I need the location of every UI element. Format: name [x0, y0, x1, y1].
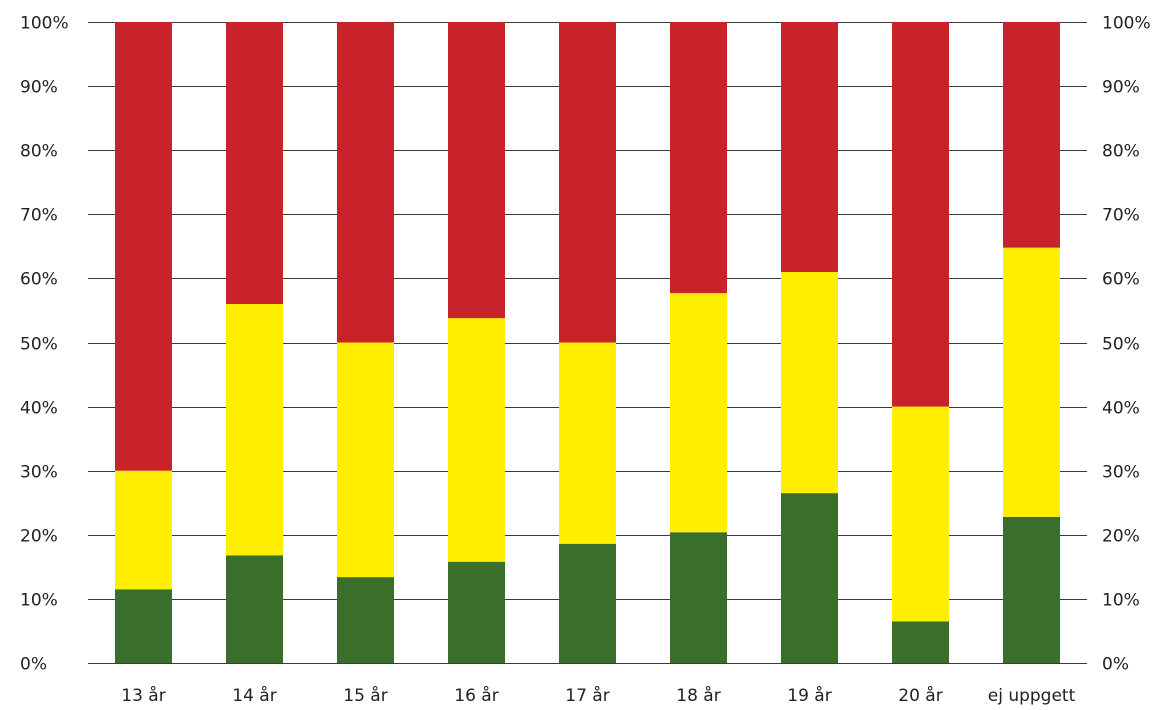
bar-segment: [559, 342, 616, 544]
bar-segment: [226, 22, 283, 305]
bar-segment: [115, 470, 172, 590]
x-tick-label: 15 år: [343, 685, 387, 706]
y-tick-label-left: 40%: [20, 399, 58, 419]
x-tick-label: 20 år: [898, 685, 942, 706]
x-tick-label: 18 år: [676, 685, 720, 706]
y-tick-label-left: 100%: [20, 14, 69, 34]
bar-segment: [781, 271, 838, 494]
y-tick-label-right: 100%: [1102, 14, 1151, 34]
y-tick-label-left: 50%: [20, 335, 58, 355]
bar-segment: [781, 22, 838, 272]
bar-segment: [337, 577, 394, 663]
bar-segment: [448, 318, 505, 562]
bar-segment: [226, 555, 283, 663]
y-tick-label-left: 90%: [20, 78, 58, 98]
bar-segment: [670, 293, 727, 533]
bar-segment: [337, 342, 394, 578]
bar-segment: [337, 22, 394, 343]
y-tick-label-right: 20%: [1102, 527, 1140, 547]
y-tick-label-left: 30%: [20, 463, 58, 483]
y-tick-label-right: 80%: [1102, 142, 1140, 162]
bar-segment: [226, 304, 283, 556]
bars: [115, 22, 1060, 663]
x-axis: 13 år 14 år 15 år 16 år 17 år 18 år 19 år 20 år…: [121, 685, 1075, 706]
y-tick-label-left: 70%: [20, 206, 58, 226]
y-tick-label-left: 0%: [20, 655, 47, 675]
bar-segment: [670, 22, 727, 294]
y-tick-label-right: 90%: [1102, 78, 1140, 98]
right-y-axis: 0% 10% 20% 30% 40% 50% 60% 70% 80% 90% 100%: [1102, 14, 1151, 675]
bar-segment: [115, 589, 172, 663]
y-tick-label-left: 10%: [20, 591, 58, 611]
bar-segment: [448, 22, 505, 319]
x-tick-label: ej uppgett: [988, 686, 1076, 706]
y-tick-label-right: 30%: [1102, 463, 1140, 483]
bar-segment: [1003, 516, 1060, 663]
bar-segment: [892, 621, 949, 663]
bar-segment: [892, 22, 949, 407]
y-tick-label-left: 80%: [20, 142, 58, 162]
x-tick-label: 19 år: [787, 685, 831, 706]
y-tick-label-right: 50%: [1102, 335, 1140, 355]
bar-segment: [559, 543, 616, 663]
x-tick-label: 14 år: [232, 685, 276, 706]
bar-segment: [559, 22, 616, 343]
y-tick-label-right: 40%: [1102, 399, 1140, 419]
bar-segment: [115, 22, 172, 471]
bar-segment: [781, 493, 838, 663]
x-tick-label: 17 år: [565, 685, 609, 706]
x-tick-label: 13 år: [121, 685, 165, 706]
x-tick-label: 16 år: [454, 685, 498, 706]
bar-segment: [1003, 22, 1060, 248]
y-tick-label-right: 60%: [1102, 270, 1140, 290]
bar-segment: [892, 406, 949, 622]
bar-segment: [1003, 247, 1060, 517]
y-tick-label-left: 20%: [20, 527, 58, 547]
y-tick-label-right: 10%: [1102, 591, 1140, 611]
y-tick-label-left: 60%: [20, 270, 58, 290]
bar-segment: [448, 561, 505, 663]
y-tick-label-right: 70%: [1102, 206, 1140, 226]
y-tick-label-right: 0%: [1102, 655, 1129, 675]
bar-segment: [670, 532, 727, 663]
left-y-axis: 0% 10% 20% 30% 40% 50% 60% 70% 80% 90% 100%: [20, 14, 69, 675]
